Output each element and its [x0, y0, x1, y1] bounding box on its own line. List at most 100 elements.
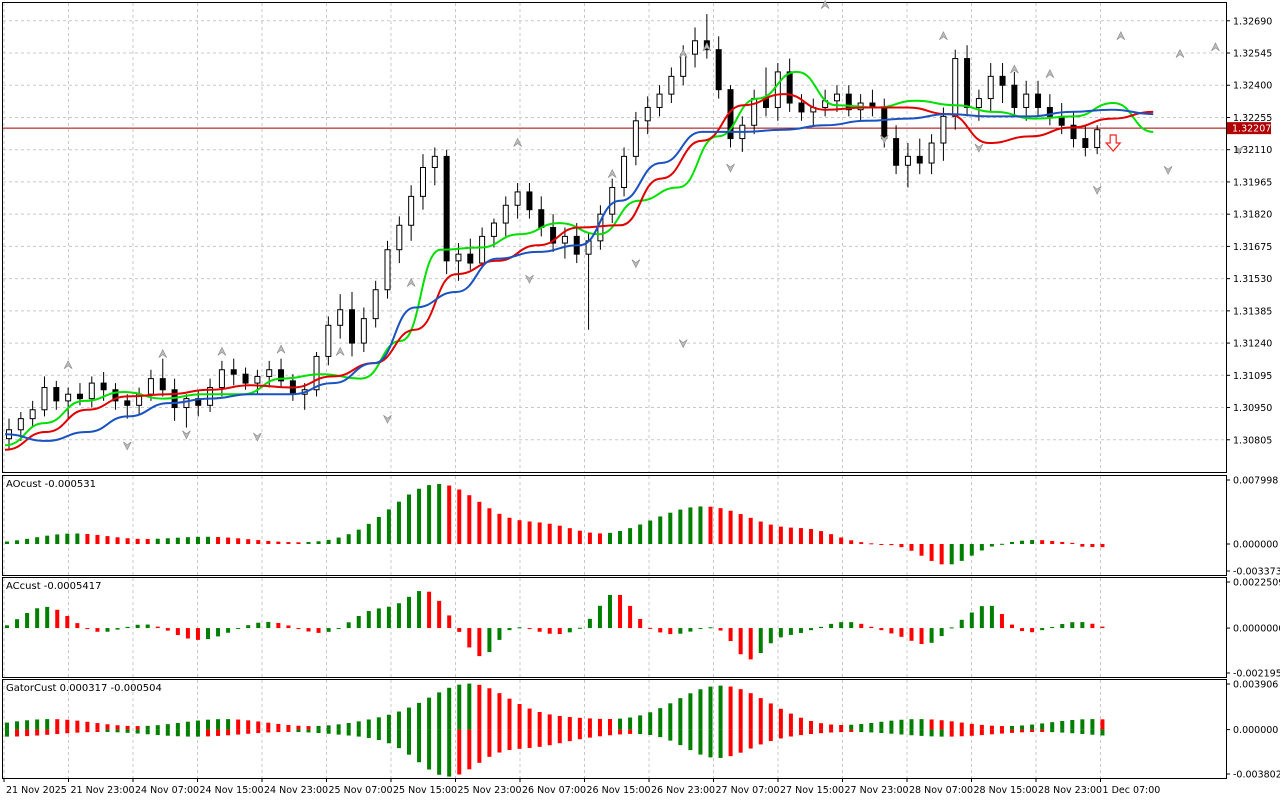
- oscillator-bar: [95, 628, 100, 632]
- gator-bar-up: [185, 721, 190, 730]
- y-tick-label: 1.31675: [1233, 242, 1272, 253]
- oscillator-bar: [869, 626, 874, 629]
- gator-bar-up: [839, 724, 844, 730]
- indicator-line-1: [4, 93, 1154, 451]
- x-tick-label: 27 Nov 23:00: [845, 785, 909, 796]
- gator-bar-down: [145, 729, 150, 735]
- gator-bar-down: [577, 729, 582, 740]
- oscillator-bar: [487, 628, 492, 653]
- y-tick-label: 1.31240: [1233, 339, 1272, 350]
- oscillator-bar: [758, 521, 763, 545]
- gator-bar-up: [899, 719, 904, 730]
- oscillator-bar: [366, 523, 371, 545]
- gator-bar-up: [356, 721, 361, 730]
- oscillator-bar: [477, 628, 482, 657]
- gator-bar-up: [326, 725, 331, 730]
- oscillator-bar: [306, 542, 311, 545]
- y-tick-label: -0.003802: [1233, 770, 1280, 781]
- gator-bar-down: [939, 729, 944, 737]
- gator-bar-up: [1010, 726, 1014, 730]
- gator-bar-down: [537, 729, 542, 747]
- oscillator-bar: [668, 628, 673, 635]
- candle-bear: [999, 75, 1006, 86]
- gator-bar-up: [1020, 725, 1025, 730]
- oscillator-bar: [85, 628, 90, 630]
- gator-bar-up: [226, 719, 231, 730]
- gator-bar-up: [979, 724, 984, 730]
- oscillator-bar: [467, 495, 472, 545]
- gator-bar-up: [296, 725, 301, 730]
- x-tick-label: 26 Nov 23:00: [651, 785, 715, 796]
- oscillator-bar: [437, 483, 442, 545]
- oscillator-bar: [447, 485, 452, 545]
- y-tick-label: 0.007998: [1233, 476, 1278, 487]
- candle-bear: [538, 209, 545, 228]
- gator-bar-up: [175, 722, 180, 730]
- oscillator-bar: [527, 628, 532, 630]
- x-tick-label: 25 Nov 07:00: [329, 785, 393, 796]
- main-price-marks: [3, 0, 1244, 451]
- fractal-down-icon: [123, 441, 132, 451]
- oscillator-bar: [1050, 540, 1055, 545]
- oscillator-bar: [145, 624, 150, 629]
- candle-bear: [112, 389, 119, 402]
- oscillator-bar: [618, 594, 623, 629]
- oscillator-bar: [246, 625, 251, 629]
- oscillator-bar: [849, 622, 854, 629]
- oscillator-bar: [216, 628, 221, 637]
- oscillator-bar: [748, 517, 753, 545]
- gator-bar-up: [1040, 723, 1045, 730]
- gator-bar-down: [688, 729, 693, 751]
- gator-bar-up: [879, 721, 884, 730]
- candle-bear: [1011, 84, 1018, 108]
- gator-bar-down: [768, 729, 773, 742]
- oscillator-bar: [95, 534, 100, 545]
- oscillator-bar: [25, 612, 30, 629]
- oscillator-bar: [165, 538, 170, 545]
- oscillator-bar: [1050, 626, 1055, 629]
- gator-bar-up: [145, 725, 150, 730]
- candle-bear: [526, 191, 533, 211]
- gator-bar-down: [1070, 729, 1075, 734]
- oscillator-bar: [5, 625, 9, 629]
- gator-bar-down: [969, 729, 974, 736]
- oscillator-bar: [859, 623, 864, 629]
- oscillator-bar: [949, 627, 954, 629]
- x-tick-label: 26 Nov 07:00: [522, 785, 586, 796]
- candle-bull: [561, 235, 568, 244]
- gator-bar-up: [708, 686, 713, 730]
- gator-bar-up: [1080, 719, 1085, 730]
- oscillator-bar: [115, 628, 120, 630]
- gator-bar-up: [557, 716, 562, 730]
- candle-bear: [1046, 106, 1053, 117]
- oscillator-bar: [608, 532, 612, 545]
- gator-bar-down: [336, 729, 341, 735]
- oscillator-bar: [1060, 541, 1065, 545]
- gator-bar-down: [457, 729, 462, 775]
- gator-bar-down: [597, 729, 602, 737]
- oscillator-bar: [819, 531, 824, 545]
- oscillator-bar: [497, 513, 502, 545]
- gator-bar-down: [638, 729, 643, 735]
- oscillator-bar: [336, 628, 341, 630]
- fractal-up-icon: [1010, 64, 1019, 74]
- candle-bear: [845, 93, 852, 111]
- oscillator-bar: [286, 625, 291, 629]
- oscillator-bar: [346, 622, 351, 629]
- oscillator-bar: [1080, 622, 1085, 629]
- oscillator-bar: [597, 533, 602, 545]
- oscillator-bar: [919, 628, 924, 645]
- indicator-line-0: [4, 70, 1154, 447]
- gator-bar-up: [1090, 719, 1095, 730]
- gator-bar-up: [417, 702, 422, 730]
- gator-bar-down: [366, 729, 371, 738]
- gator-bar-up: [206, 719, 210, 730]
- candle-bear: [349, 309, 356, 344]
- gator-bar-down: [75, 729, 80, 733]
- oscillator-bar: [75, 533, 80, 545]
- gator-bar-down: [15, 729, 20, 737]
- candle-bear: [550, 226, 557, 244]
- gator-bar-down: [175, 729, 180, 737]
- gator-bar-down: [819, 729, 824, 734]
- x-tick-label: 24 Nov 07:00: [135, 785, 199, 796]
